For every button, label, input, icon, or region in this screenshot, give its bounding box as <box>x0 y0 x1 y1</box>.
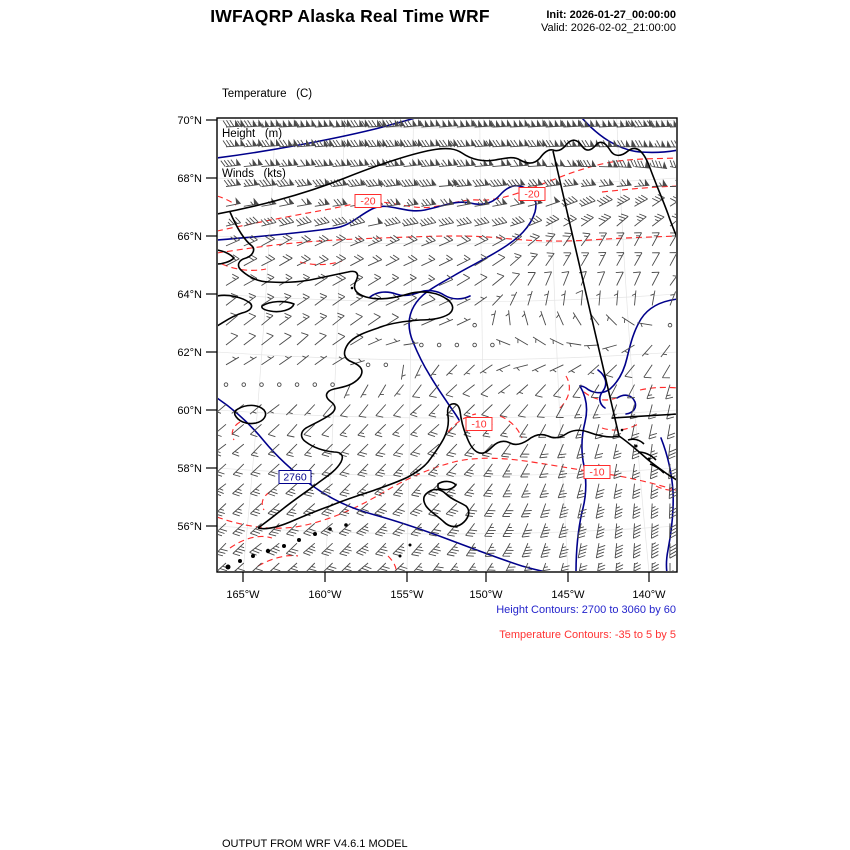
lat-tick-label: 60°N <box>177 405 202 417</box>
lon-tick-label: 145°W <box>551 589 585 601</box>
contour-label: -20 <box>524 189 539 201</box>
height-contours <box>218 119 676 571</box>
contour-label: -10 <box>471 419 486 431</box>
page-title: IWFAQRP Alaska Real Time WRF <box>210 6 490 26</box>
height-contours-caption: Height Contours: 2700 to 3060 by 60 <box>496 604 676 616</box>
lat-tick-label: 64°N <box>177 289 202 301</box>
contour-label: -20 <box>360 196 375 208</box>
lon-tick-label: 150°W <box>469 589 503 601</box>
lon-tick-label: 160°W <box>308 589 342 601</box>
field-legend: Temperature (C) Height (m) Winds (kts) <box>222 62 312 207</box>
wind-barbs <box>218 119 676 571</box>
contour-label-box <box>278 470 312 484</box>
footer-model-line: OUTPUT FROM WRF V4.6.1 MODEL <box>222 838 408 850</box>
contour-labels: -20 -20 -10 -10 2760 <box>278 187 611 484</box>
coastlines <box>218 139 676 570</box>
lat-tick-label: 66°N <box>177 231 202 243</box>
lon-tick-label: 155°W <box>390 589 424 601</box>
lat-tick-label: 68°N <box>177 173 202 185</box>
lat-tick-label: 56°N <box>177 521 202 533</box>
temperature-contours-caption: Temperature Contours: -35 to 5 by 5 <box>499 629 676 641</box>
contour-label-box <box>583 465 611 479</box>
map-frame <box>216 117 678 573</box>
contour-label: -10 <box>589 467 604 479</box>
contour-label-box <box>465 417 493 431</box>
legend-temperature: Temperature (C) <box>222 88 313 101</box>
valid-time: Valid: 2026-02-02_21:00:00 <box>541 22 676 34</box>
legend-height: Height (m) <box>222 128 283 141</box>
init-time: Init: 2026-01-27_00:00:00 <box>546 9 676 21</box>
contour-label: 2760 <box>283 472 307 484</box>
legend-winds: Winds (kts) <box>222 167 286 180</box>
run-times: Init: 2026-01-27_00:00:00 Valid: 2026-02… <box>541 9 676 35</box>
lat-tick-label: 70°N <box>177 115 202 127</box>
contour-label-box <box>518 187 546 201</box>
lon-tick-label: 165°W <box>226 589 260 601</box>
contour-label-box <box>354 194 382 208</box>
model-footer: OUTPUT FROM WRF V4.6.1 MODEL WE = 225 ; … <box>222 811 655 850</box>
map-inner: -20 -20 -10 -10 2760 <box>218 119 676 571</box>
map-axes: 70°N 68°N 66°N 64°N 62°N 60°N 58°N 56°N 165°W 160… <box>177 115 666 601</box>
lat-tick-label: 58°N <box>177 463 202 475</box>
lat-tick-label: 62°N <box>177 347 202 359</box>
lon-tick-label: 140°W <box>632 589 666 601</box>
